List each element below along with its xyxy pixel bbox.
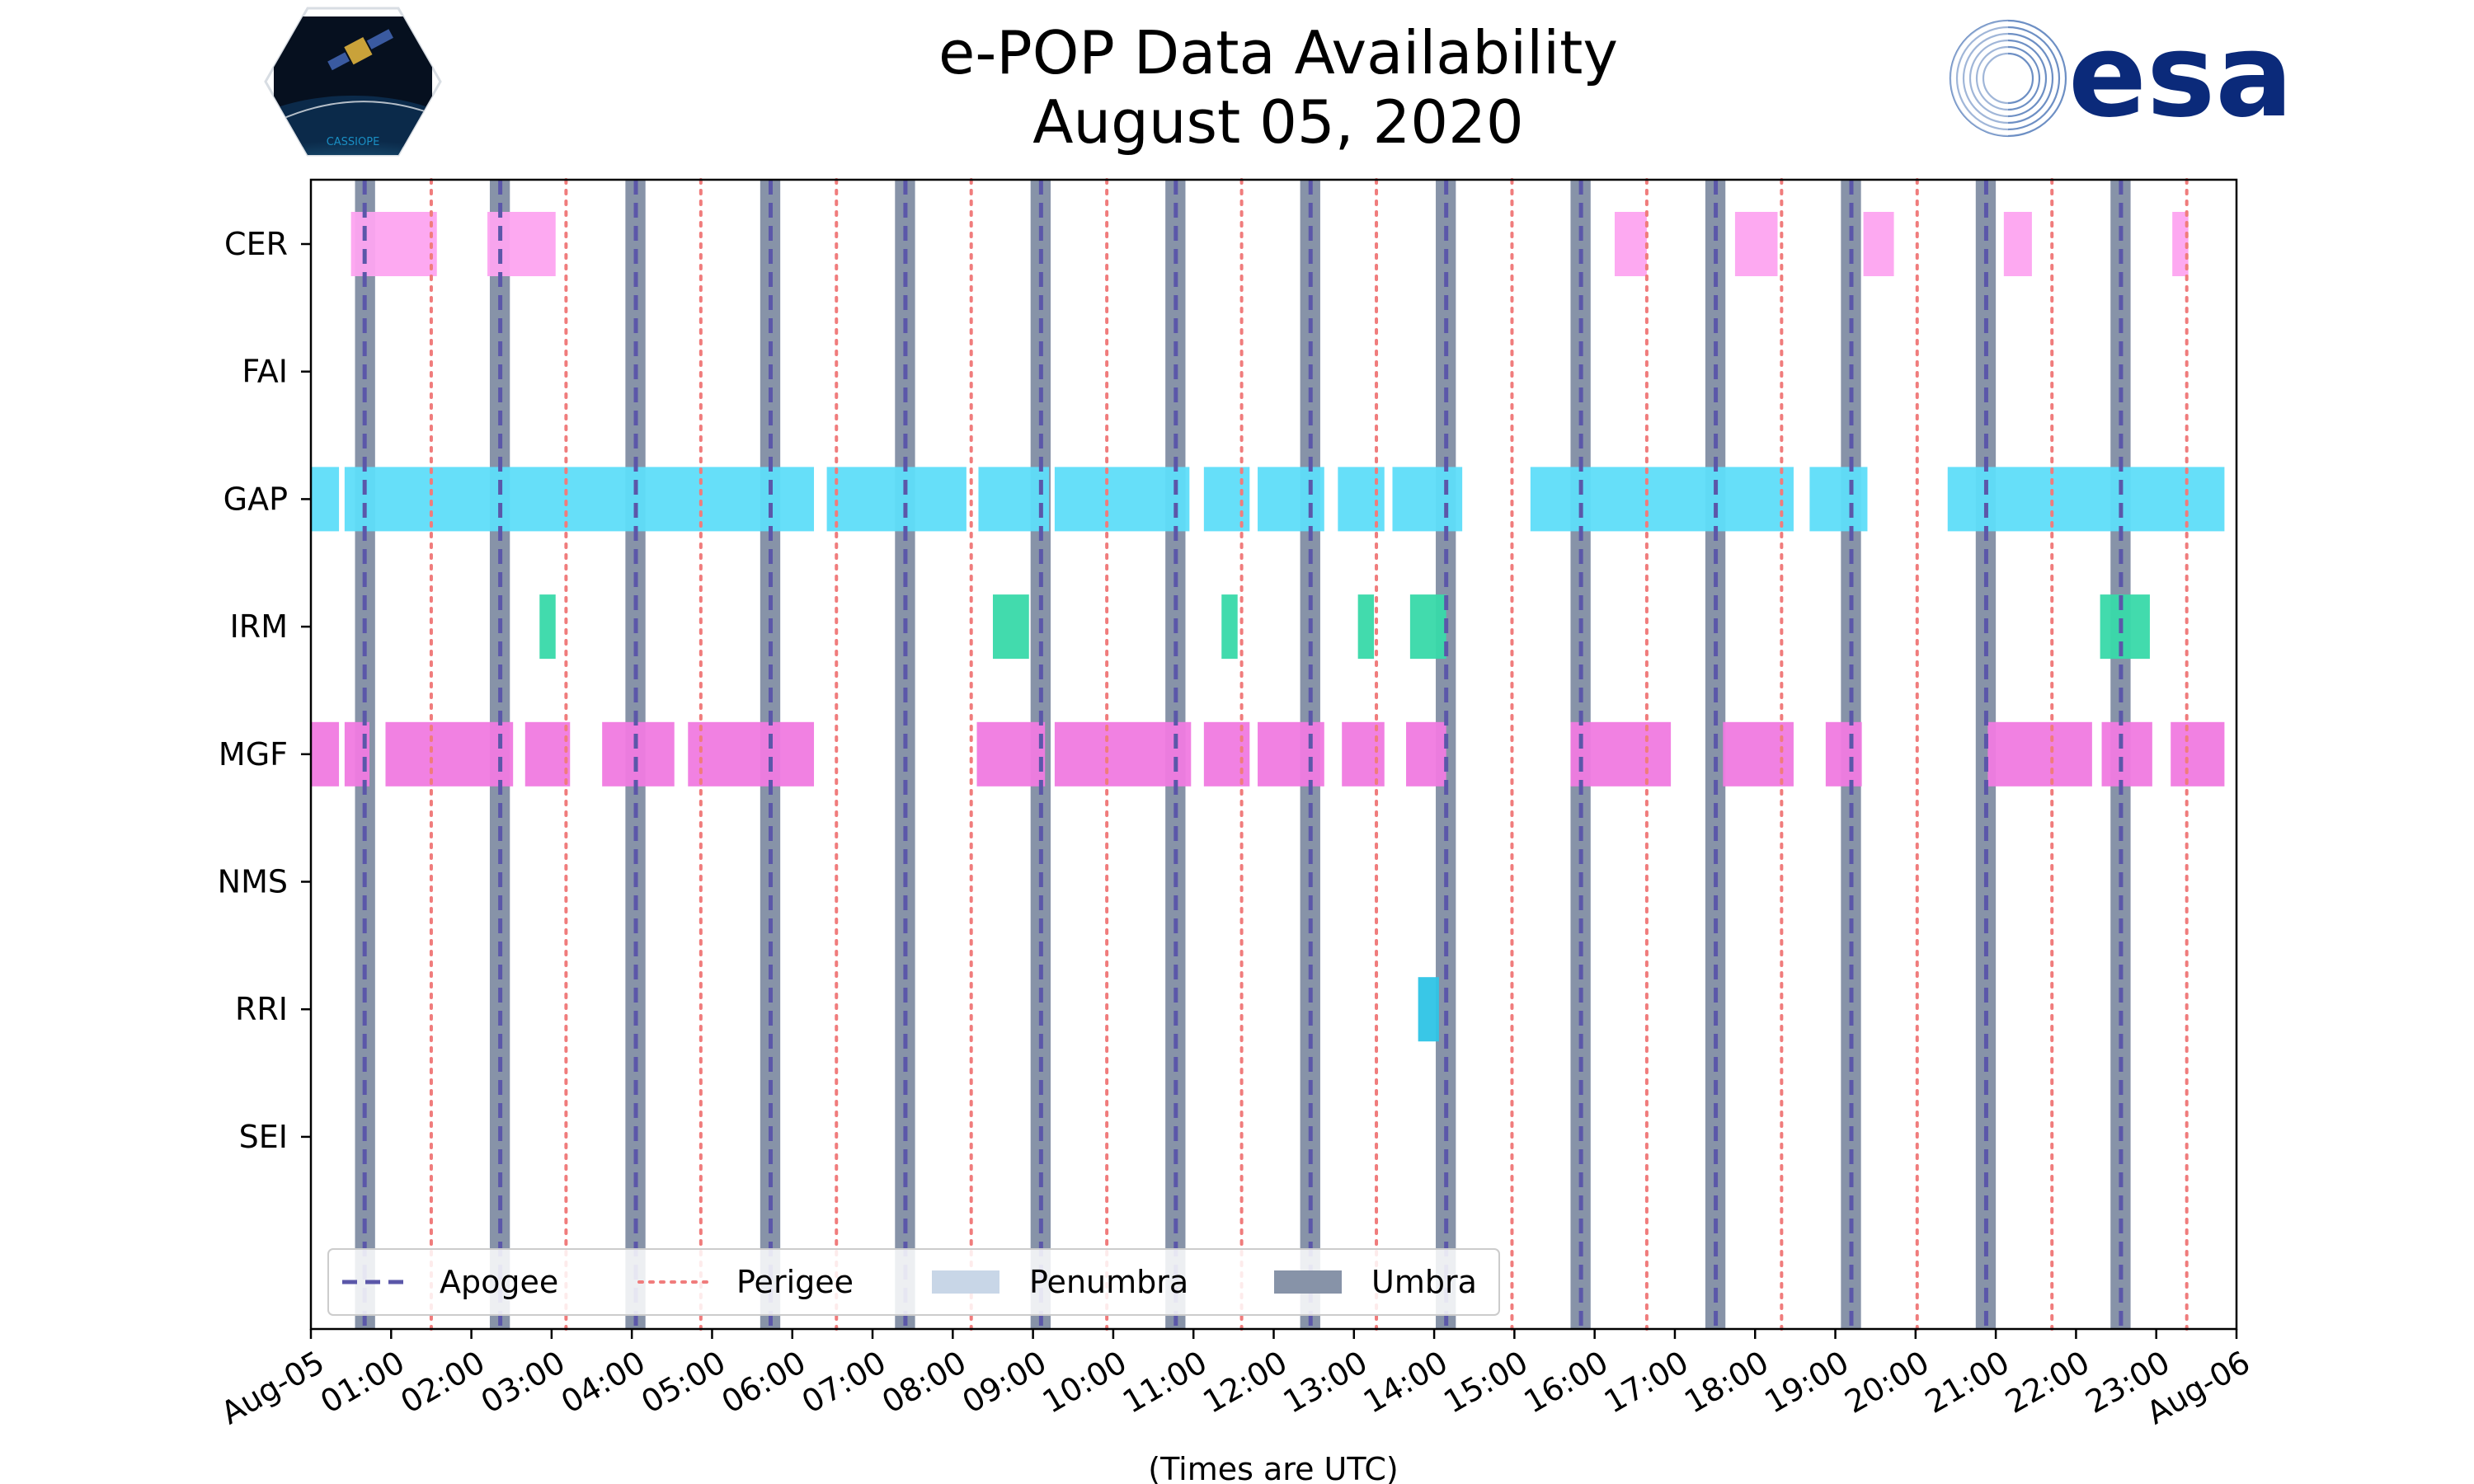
x-tick-label: 14:00 [1357, 1344, 1454, 1421]
availability-bar-rri [1418, 977, 1439, 1042]
availability-bar-cer [1734, 212, 1778, 276]
y-axis: CER FAI GAP IRM MGF NMS RRI SEI [218, 226, 311, 1155]
availability-bar-mgf [311, 721, 340, 787]
legend: Apogee Perigee Penumbra Umbra [327, 1248, 1500, 1316]
orbit-markers-layer [362, 178, 2189, 1331]
availability-bar-cer [2172, 212, 2189, 276]
legend-umbra-label: Umbra [1371, 1264, 1477, 1300]
legend-perigee-label: Perigee [736, 1264, 854, 1300]
availability-bar-cer [350, 212, 437, 276]
x-tick-label: 21:00 [1919, 1344, 2015, 1421]
y-tick-label-cer: CER [224, 226, 288, 262]
title-line-1: e-POP Data Availability [938, 18, 1618, 87]
legend-penumbra-label: Penumbra [1029, 1264, 1188, 1300]
x-tick-label: 10:00 [1037, 1344, 1133, 1421]
legend-box [327, 1248, 1500, 1316]
availability-bar-gap [1054, 467, 1190, 532]
availability-bar-gap [978, 467, 1050, 532]
x-tick-label: 15:00 [1437, 1344, 1534, 1421]
availability-bar-mgf [524, 721, 571, 787]
legend-apogee-label: Apogee [440, 1264, 558, 1300]
availability-bar-mgf [602, 721, 675, 787]
availability-bar-mgf [385, 721, 514, 787]
availability-bar-gap [1392, 467, 1463, 532]
availability-bar-gap [1530, 467, 1794, 532]
availability-bar-mgf [688, 721, 815, 787]
y-tick-label-sei: SEI [239, 1119, 288, 1155]
x-tick-label: 05:00 [635, 1344, 731, 1421]
availability-bar-mgf [1987, 721, 2092, 787]
availability-bar-gap [344, 467, 815, 532]
x-tick-label: 09:00 [956, 1344, 1052, 1421]
availability-bar-gap [1338, 467, 1385, 532]
legend-penumbra-swatch [932, 1270, 999, 1294]
availability-bar-mgf [1723, 721, 1794, 787]
x-tick-label: 03:00 [475, 1344, 571, 1421]
x-tick-label: 07:00 [796, 1344, 892, 1421]
x-tick-label: 11:00 [1117, 1344, 1213, 1421]
x-axis: Aug-0501:0002:0003:0004:0005:0006:0007:0… [215, 1329, 2256, 1431]
x-tick-label: 17:00 [1598, 1344, 1695, 1421]
y-tick-label-gap: GAP [223, 481, 288, 517]
x-tick-label: 18:00 [1678, 1344, 1775, 1421]
y-tick-label-mgf: MGF [219, 736, 288, 773]
availability-bar-cer [1863, 212, 1894, 276]
availability-bar-irm [1221, 594, 1238, 660]
availability-bar-gap [1258, 467, 1324, 532]
availability-bar-mgf [1825, 721, 1862, 787]
availability-bar-gap [1947, 467, 2225, 532]
x-tick-label: Aug-05 [215, 1344, 331, 1431]
title-line-2: August 05, 2020 [1032, 87, 1524, 157]
availability-bar-mgf [344, 721, 370, 787]
esa-wordmark: esa [2068, 16, 2293, 140]
availability-bar-irm [1357, 594, 1375, 660]
availability-bar-gap [1809, 467, 1868, 532]
y-tick-label-irm: IRM [230, 608, 288, 645]
x-tick-label: 04:00 [555, 1344, 651, 1421]
availability-bar-gap [826, 467, 967, 532]
x-tick-label: 02:00 [394, 1344, 491, 1421]
y-tick-label-nms: NMS [218, 864, 288, 900]
availability-bar-mgf [1203, 721, 1250, 787]
chart-title: e-POP Data Availability August 05, 2020 [0, 18, 2474, 157]
availability-bar-mgf [1570, 721, 1672, 787]
availability-bar-irm [992, 594, 1029, 660]
availability-bar-mgf [1342, 721, 1385, 787]
x-tick-label: 13:00 [1277, 1344, 1374, 1421]
availability-bar-mgf [2171, 721, 2225, 787]
availability-bar-mgf [1054, 721, 1192, 787]
x-tick-label: 08:00 [876, 1344, 972, 1421]
x-axis-label: (Times are UTC) [1148, 1451, 1398, 1484]
availability-bars-layer [311, 212, 2225, 1042]
esa-logo: esa [1949, 16, 2293, 140]
availability-bar-mgf [976, 721, 1046, 787]
cassiope-logo: CASSIOPE [264, 7, 442, 157]
legend-umbra-swatch [1274, 1270, 1342, 1294]
availability-bar-mgf [1406, 721, 1446, 787]
y-tick-label-rri: RRI [235, 991, 288, 1027]
x-tick-label: 22:00 [1999, 1344, 2095, 1421]
x-tick-label: 20:00 [1839, 1344, 1935, 1421]
y-tick-label-fai: FAI [242, 354, 288, 390]
x-tick-label: 16:00 [1518, 1344, 1615, 1421]
availability-bar-irm [2100, 594, 2150, 660]
availability-bar-cer [1614, 212, 1647, 276]
availability-bar-cer [487, 212, 556, 276]
availability-bar-mgf [2101, 721, 2152, 787]
availability-bar-gap [1203, 467, 1250, 532]
availability-bar-cer [2003, 212, 2032, 276]
x-tick-label: 01:00 [314, 1344, 411, 1421]
x-tick-label: 19:00 [1758, 1344, 1855, 1421]
availability-bar-irm [539, 594, 556, 660]
availability-bar-gap [311, 467, 340, 532]
availability-bar-irm [1409, 594, 1446, 660]
x-tick-label: 06:00 [716, 1344, 812, 1421]
x-tick-label: 12:00 [1197, 1344, 1293, 1421]
availability-bar-mgf [1258, 721, 1324, 787]
cassiope-logo-text: CASSIOPE [327, 136, 380, 148]
